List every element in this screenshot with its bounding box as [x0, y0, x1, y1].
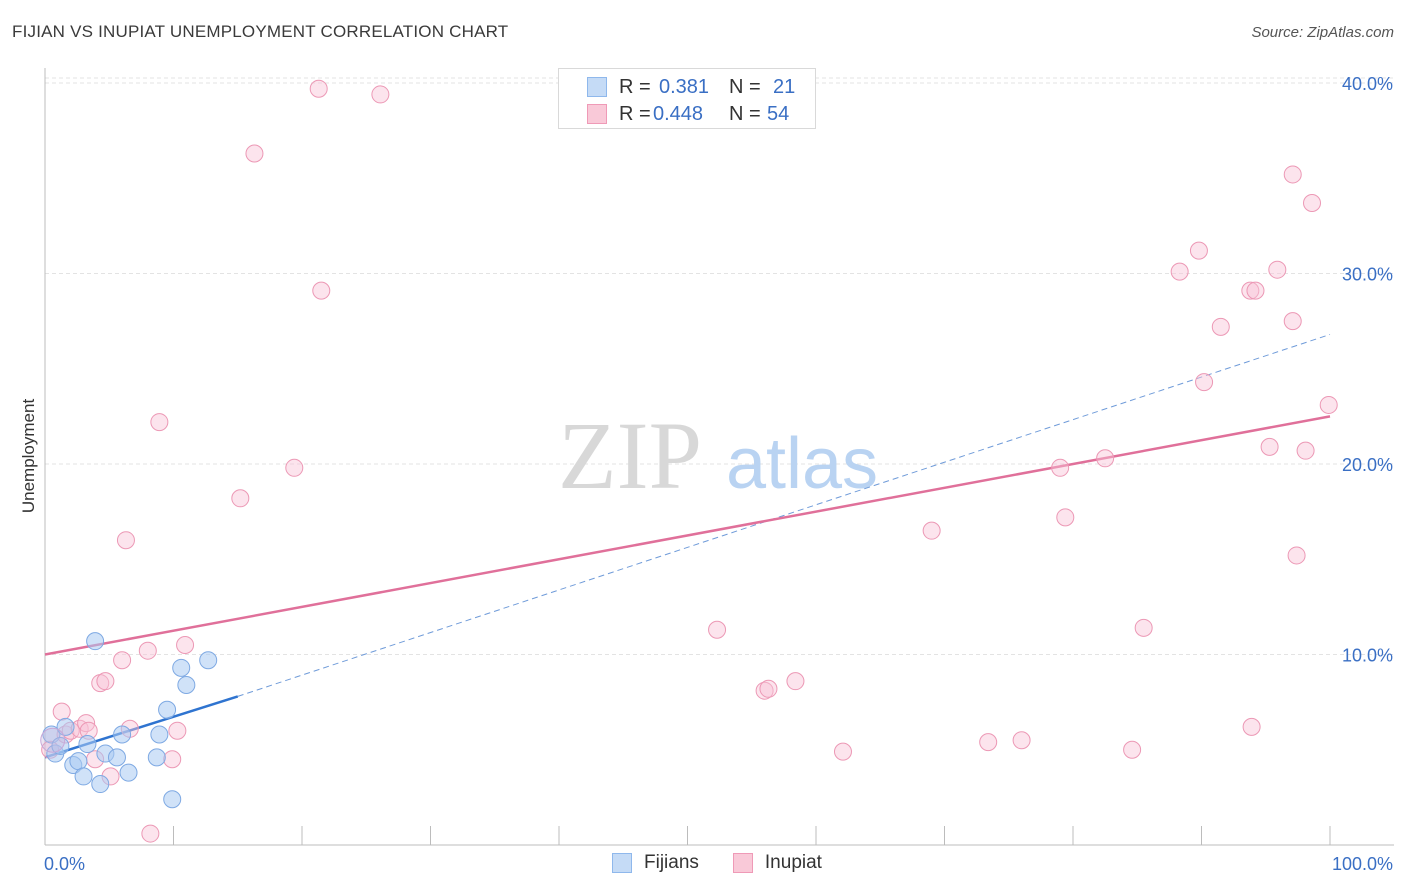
inupiat-point	[371, 85, 390, 104]
inupiat-point	[168, 721, 187, 740]
fijians-point	[158, 700, 177, 719]
data-points	[40, 79, 1338, 843]
grid-lines	[45, 77, 1394, 655]
inupiat-point	[1283, 312, 1302, 331]
trend-lines	[44, 333, 1331, 759]
inupiat-point	[759, 679, 778, 698]
source-label: Source: ZipAtlas.com	[1251, 24, 1394, 41]
fijians-point	[119, 763, 138, 782]
inupiat-point	[141, 824, 160, 843]
inupiat-point	[116, 531, 135, 550]
inupiat-point	[1134, 618, 1153, 637]
fijians-trend-line	[44, 695, 239, 759]
inupiat-point	[150, 413, 169, 432]
inupiat-point	[1096, 449, 1115, 468]
legend: Fijians Inupiat	[612, 850, 856, 876]
fijians-point	[172, 658, 191, 677]
y-tick-label: 20.0%	[1342, 455, 1393, 475]
y-tick-label: 10.0%	[1342, 646, 1393, 666]
inupiat-point	[312, 281, 331, 300]
fijians-point	[199, 651, 218, 670]
fijians-point	[56, 717, 75, 736]
inupiat-point	[1051, 458, 1070, 477]
inupiat-point	[1246, 281, 1265, 300]
fijians-point	[177, 675, 196, 694]
y-axis-label: Unemployment	[19, 399, 38, 514]
inupiat-point	[96, 672, 115, 691]
inupiat-point	[1189, 241, 1208, 260]
fijians-point	[74, 767, 93, 786]
inupiat-point	[1319, 395, 1338, 414]
inupiat-point	[1242, 717, 1261, 736]
inupiat-point	[245, 144, 264, 163]
inupiat-point	[1211, 317, 1230, 336]
inupiat-point	[1170, 262, 1189, 281]
watermark-atlas: atlas	[726, 424, 878, 504]
inupiat-point	[833, 742, 852, 761]
legend-item-inupiat: Inupiat	[732, 852, 822, 874]
fijians-swatch	[587, 77, 607, 97]
inupiat-point	[708, 620, 727, 639]
inupiat-point	[52, 702, 71, 721]
inupiat-r-value: 0.448	[653, 102, 704, 125]
x-tick-label: 0.0%	[44, 854, 85, 874]
inupiat-point	[1241, 281, 1260, 300]
inupiat-point	[786, 672, 805, 691]
inupiat-r-label: R =	[619, 102, 651, 125]
fijians-n-label: N =	[729, 75, 761, 98]
fijians-trend-extension	[237, 333, 1331, 697]
inupiat-point	[1012, 731, 1031, 750]
inupiat-point	[979, 733, 998, 752]
axis-labels: 10.0% 20.0% 30.0% 40.0% 0.0% 100.0% Unemployme…	[19, 74, 1393, 874]
watermark: ZIP atlas	[558, 402, 878, 509]
inupiat-point	[1296, 441, 1315, 460]
axes	[44, 68, 1394, 846]
fijians-point	[91, 775, 110, 794]
inupiat-point	[1056, 508, 1075, 527]
inupiat-point	[1303, 194, 1322, 213]
inupiat-point	[138, 641, 157, 660]
legend-fijians-swatch	[612, 853, 632, 873]
inupiat-point	[1283, 165, 1302, 184]
y-tick-label: 40.0%	[1342, 74, 1393, 94]
fijians-point	[107, 748, 126, 767]
legend-fijians-label: Fijians	[644, 852, 699, 873]
chart-title: FIJIAN VS INUPIAT UNEMPLOYMENT CORRELATI…	[12, 22, 509, 41]
watermark-zip: ZIP	[558, 402, 702, 509]
inupiat-swatch	[587, 104, 607, 124]
inupiat-point	[1268, 260, 1287, 279]
inupiat-point	[176, 635, 195, 654]
stats-box: R = 0.381 N = 21 R = 0.448 N = 54	[558, 68, 816, 129]
fijians-point	[150, 725, 169, 744]
inupiat-point	[1195, 373, 1214, 392]
y-tick-label: 30.0%	[1342, 265, 1393, 285]
x-tick-label: 100.0%	[1332, 854, 1393, 874]
cluster-point	[40, 727, 66, 753]
fijians-n-value: 21	[773, 75, 796, 98]
legend-inupiat-swatch	[732, 853, 753, 873]
inupiat-point	[1123, 740, 1142, 759]
inupiat-point	[309, 79, 328, 98]
legend-inupiat-label: Inupiat	[764, 852, 822, 873]
inupiat-n-label: N =	[729, 102, 761, 125]
inupiat-point	[231, 489, 250, 508]
fijians-r-value: 0.381	[659, 75, 710, 98]
legend-item-fijians: Fijians	[612, 852, 699, 874]
fijians-point	[78, 735, 97, 754]
inupiat-point	[113, 651, 132, 670]
inupiat-point	[922, 521, 941, 540]
fijians-point	[147, 748, 166, 767]
fijians-point	[163, 790, 182, 809]
inupiat-point	[163, 750, 182, 769]
inupiat-trend-line	[44, 415, 1331, 656]
inupiat-point	[1287, 546, 1306, 565]
fijians-point	[69, 752, 88, 771]
fijians-r-label: R =	[619, 75, 651, 98]
inupiat-point	[285, 458, 304, 477]
inupiat-n-value: 54	[767, 102, 790, 125]
fijians-point	[86, 632, 105, 651]
inupiat-point	[1260, 437, 1279, 456]
fijians-point	[113, 725, 132, 744]
